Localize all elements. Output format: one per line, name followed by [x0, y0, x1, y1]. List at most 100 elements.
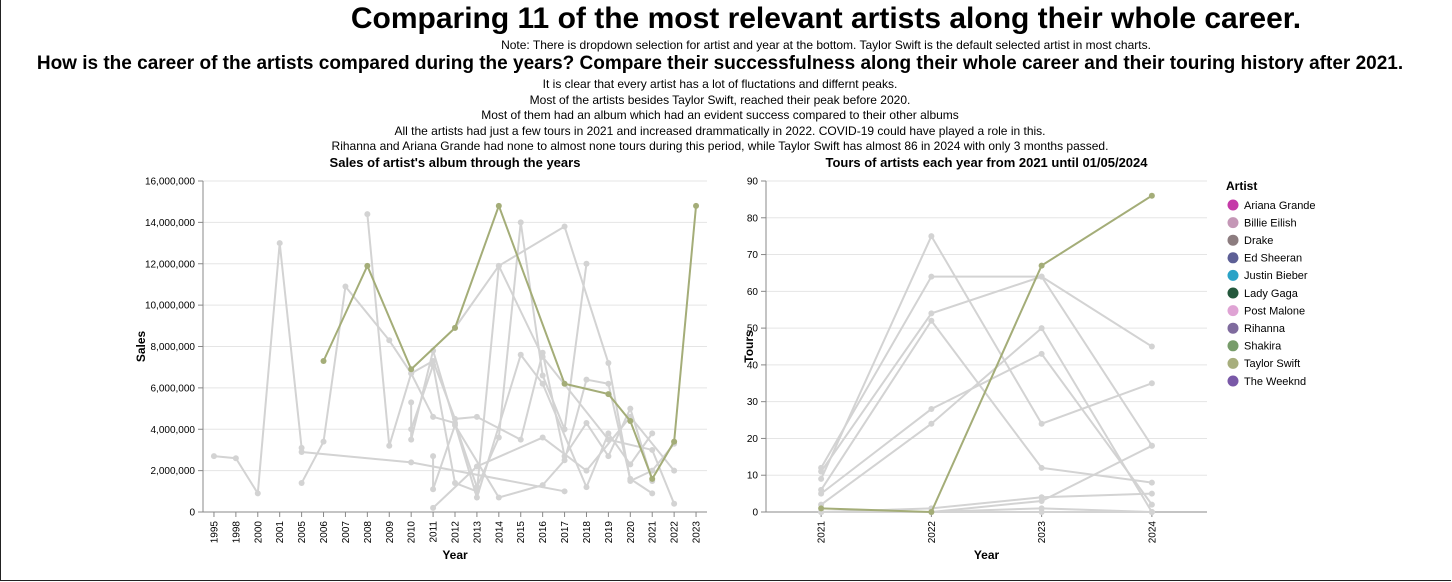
legend-swatch — [1227, 269, 1239, 281]
data-point — [408, 399, 415, 406]
data-point — [627, 417, 634, 424]
data-point — [430, 504, 437, 511]
series-line — [818, 350, 1155, 508]
legend-swatch — [1227, 234, 1239, 246]
data-point — [649, 475, 656, 482]
legend-swatch — [1227, 322, 1239, 334]
legend-label: Taylor Swift — [1244, 358, 1300, 370]
series-path — [213, 242, 303, 497]
legend-swatch — [1227, 217, 1239, 229]
data-point — [495, 434, 502, 441]
legend-label: Lady Gaga — [1244, 288, 1299, 300]
legend-label: Shakira — [1244, 341, 1282, 353]
y-tick-label: 14,000,000 — [145, 218, 195, 229]
data-point — [452, 324, 458, 331]
data-point — [649, 490, 656, 497]
data-point — [342, 283, 349, 290]
y-tick-label: 30 — [747, 397, 759, 408]
series-line — [818, 317, 1155, 493]
data-point — [473, 494, 480, 501]
x-tick-label: 2008 — [363, 521, 374, 544]
data-point — [818, 505, 825, 512]
data-point — [605, 453, 612, 460]
data-point — [671, 467, 678, 474]
data-point — [605, 380, 612, 387]
x-tick-label: 2022 — [670, 521, 681, 544]
data-point — [1038, 325, 1045, 332]
x-tick-label: 2001 — [275, 521, 286, 544]
series-path — [820, 326, 1153, 513]
data-point — [693, 202, 700, 209]
series-line — [298, 449, 568, 495]
data-point — [1148, 490, 1155, 497]
legend-item: Drake — [1227, 234, 1273, 247]
insight-line: It is clear that every artist has a lot … — [542, 77, 898, 91]
legend-item: Ariana Grande — [1227, 199, 1316, 212]
legend-title: Artist — [1226, 179, 1257, 193]
data-point — [1148, 192, 1155, 199]
x-tick-label: 1998 — [231, 521, 242, 544]
data-point — [928, 273, 935, 280]
insight-line: Rihanna and Ariana Grande had none to al… — [331, 139, 1109, 153]
data-point — [430, 413, 437, 420]
data-point — [408, 436, 415, 443]
data-point — [495, 494, 502, 501]
y-tick-label: 20 — [747, 434, 759, 445]
series-path — [454, 263, 676, 505]
legend-item: The Weeknd — [1227, 375, 1306, 388]
y-tick-label: 16,000,000 — [145, 177, 195, 188]
data-point — [1148, 442, 1155, 449]
series-path — [410, 346, 654, 501]
legend-label: Rihanna — [1244, 323, 1286, 335]
data-point — [298, 444, 305, 451]
y-tick-label: 4,000,000 — [151, 425, 196, 436]
data-point — [583, 420, 590, 427]
y-tick-label: 6,000,000 — [151, 383, 196, 394]
data-point — [1038, 464, 1045, 471]
data-point — [408, 426, 415, 433]
data-point — [1038, 262, 1045, 269]
page-note: Note: There is dropdown selection for ar… — [501, 38, 1151, 52]
data-point — [210, 453, 217, 460]
legend-label: Ariana Grande — [1244, 200, 1316, 212]
x-tick-label: 2000 — [253, 521, 264, 544]
chart-title: Sales of artist's album through the year… — [330, 155, 581, 170]
data-point — [627, 461, 634, 468]
x-tick-label: 2021 — [817, 521, 828, 544]
x-tick-label: 2024 — [1147, 521, 1158, 544]
x-tick-label: 2011 — [429, 521, 440, 543]
x-tick-label: 2014 — [494, 521, 505, 544]
x-tick-label: 2007 — [341, 521, 352, 544]
legend-label: The Weeknd — [1244, 376, 1306, 388]
data-point — [583, 467, 590, 474]
legend-label: Justin Bieber — [1244, 270, 1308, 282]
legend-item: Rihanna — [1227, 322, 1286, 335]
data-point — [928, 317, 935, 324]
data-point — [928, 420, 935, 427]
insight-line: Most of them had an album which had an e… — [481, 108, 959, 122]
y-tick-label: 0 — [752, 508, 758, 519]
legend-swatch — [1227, 252, 1239, 264]
x-axis-label: Year — [442, 548, 468, 562]
x-tick-label: 2017 — [560, 521, 571, 544]
series-line — [818, 233, 1155, 482]
y-tick-label: 10,000,000 — [145, 301, 195, 312]
data-point — [561, 223, 568, 230]
data-point — [627, 475, 634, 482]
data-point — [671, 438, 678, 445]
data-point — [298, 449, 305, 456]
legend-swatch — [1227, 199, 1239, 211]
data-point — [818, 490, 825, 497]
data-point — [364, 211, 371, 218]
data-point — [495, 202, 502, 209]
data-point — [517, 436, 524, 443]
tours-chart: Tours of artists each year from 2021 unt… — [742, 155, 1207, 562]
data-point — [408, 459, 415, 466]
series-path — [820, 352, 1153, 506]
legend-label: Drake — [1244, 235, 1273, 247]
data-point — [473, 413, 480, 420]
page-question: How is the career of the artists compare… — [36, 53, 1404, 74]
data-point — [430, 362, 437, 369]
data-point — [561, 380, 568, 387]
y-tick-label: 0 — [189, 508, 195, 519]
